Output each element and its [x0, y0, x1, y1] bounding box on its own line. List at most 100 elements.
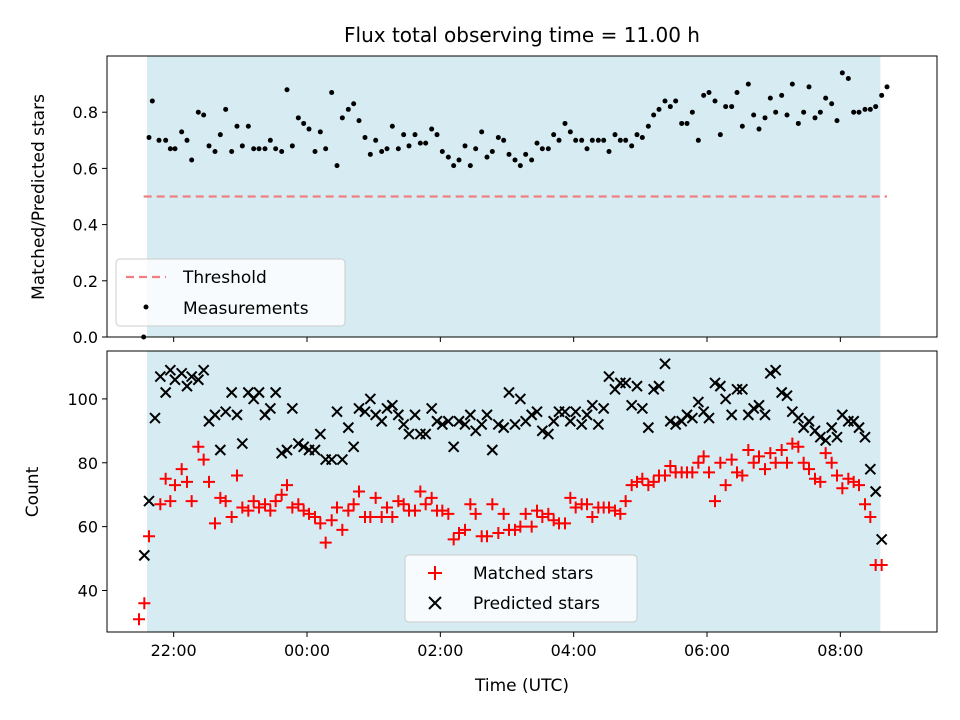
- predicted-star-marker: [175, 367, 188, 380]
- matched-star-marker: [185, 495, 198, 508]
- matched-star-marker: [853, 479, 865, 492]
- matched-star-marker: [486, 498, 499, 511]
- predicted-star-marker: [831, 431, 843, 443]
- predicted-star-marker: [143, 495, 155, 507]
- matched-star-marker: [133, 613, 145, 626]
- matched-star-marker: [242, 504, 255, 517]
- matched-star-marker: [286, 501, 299, 514]
- predicted-star-marker: [331, 405, 343, 418]
- matched-star-marker: [154, 498, 167, 511]
- measurement-point: [467, 163, 473, 169]
- predicted-star-marker: [347, 441, 360, 453]
- measurement-point: [739, 123, 745, 129]
- measurement-point: [179, 129, 185, 135]
- matched-star-marker: [381, 501, 393, 514]
- matched-star-marker: [647, 475, 660, 488]
- matched-star-marker: [281, 479, 293, 492]
- predicted-star-marker: [219, 405, 232, 418]
- measurement-point: [495, 134, 501, 140]
- measurement-point: [289, 143, 295, 149]
- predicted-star-markers: [139, 359, 888, 562]
- measurement-point: [149, 98, 155, 104]
- legend-matched-label: Matched stars: [473, 564, 593, 584]
- measurement-point: [579, 137, 585, 143]
- matched-star-marker: [775, 443, 788, 456]
- measurement-point: [706, 90, 712, 96]
- matched-star-marker: [269, 495, 282, 508]
- predicted-star-marker: [149, 412, 161, 424]
- predicted-star-marker: [525, 409, 538, 421]
- legend-matched-swatch: [428, 566, 442, 580]
- measurement-point: [412, 132, 418, 138]
- measurement-point: [601, 137, 607, 143]
- predicted-star-marker: [669, 418, 682, 431]
- measurement-point: [334, 163, 340, 169]
- measurement-point: [445, 154, 451, 160]
- measurement-point: [523, 151, 529, 157]
- predicted-star-marker: [536, 425, 549, 437]
- predicted-star-marker: [647, 383, 660, 396]
- predicted-star-marker: [803, 415, 815, 427]
- measurement-point: [456, 157, 462, 163]
- measurement-point: [745, 81, 751, 87]
- matched-star-marker: [309, 511, 321, 524]
- matched-star-marker: [369, 491, 382, 504]
- measurement-point: [262, 146, 268, 152]
- measurement-point: [795, 120, 801, 126]
- predicted-star-marker: [447, 441, 460, 453]
- matched-star-marker: [564, 491, 577, 504]
- measurement-point: [734, 90, 740, 96]
- matched-star-marker: [331, 501, 343, 514]
- predicted-star-marker: [781, 389, 793, 402]
- measurement-point: [379, 149, 385, 155]
- measurement-point: [317, 129, 323, 135]
- predicted-star-marker: [709, 377, 721, 389]
- predicted-star-marker: [453, 415, 465, 427]
- measurement-point: [789, 81, 795, 87]
- y-tick-label: 0.4: [73, 216, 98, 235]
- matched-star-marker: [764, 447, 777, 460]
- matched-star-marker: [469, 507, 482, 520]
- predicted-star-marker: [509, 418, 521, 431]
- matched-star-marker: [586, 511, 599, 524]
- measurement-point: [634, 132, 640, 138]
- predicted-star-marker: [264, 402, 277, 415]
- predicted-star-marker: [531, 405, 543, 418]
- measurement-point: [473, 146, 479, 152]
- predicted-star-marker: [653, 380, 665, 392]
- measurement-point: [339, 115, 345, 121]
- predicted-star-marker: [431, 415, 443, 427]
- predicted-star-marker: [419, 428, 432, 440]
- predicted-star-marker: [603, 370, 615, 383]
- matched-star-marker: [386, 511, 399, 524]
- predicted-star-marker: [569, 405, 582, 418]
- predicted-star-marker: [464, 409, 477, 421]
- measurement-point: [429, 126, 435, 132]
- legend-predicted-swatch: [428, 596, 442, 610]
- predicted-star-marker: [625, 399, 638, 411]
- measurement-point: [573, 137, 579, 143]
- y-tick-label: 0.8: [73, 103, 98, 122]
- matched-star-marker: [497, 507, 510, 520]
- measurement-point: [867, 106, 873, 112]
- matched-star-marker: [542, 507, 555, 520]
- matched-star-marker: [442, 507, 455, 520]
- matched-star-marker: [436, 504, 449, 517]
- measurement-point: [539, 146, 545, 152]
- measurement-point: [251, 146, 257, 152]
- measurement-point: [351, 101, 357, 107]
- predicted-star-marker: [575, 418, 588, 431]
- matched-star-marker: [425, 491, 438, 504]
- predicted-star-marker: [759, 409, 771, 421]
- matched-star-marker: [397, 498, 410, 511]
- predicted-star-marker: [225, 386, 238, 399]
- measurement-point: [239, 143, 245, 149]
- matched-star-marker: [492, 527, 505, 540]
- matched-star-marker: [169, 479, 181, 492]
- top-y-axis-ticks: 0.0 0.2 0.4 0.6 0.8: [73, 103, 107, 347]
- matched-star-marker: [519, 507, 532, 520]
- measurement-point: [651, 112, 657, 118]
- matched-star-marker: [686, 466, 699, 479]
- measurement-point: [312, 149, 318, 155]
